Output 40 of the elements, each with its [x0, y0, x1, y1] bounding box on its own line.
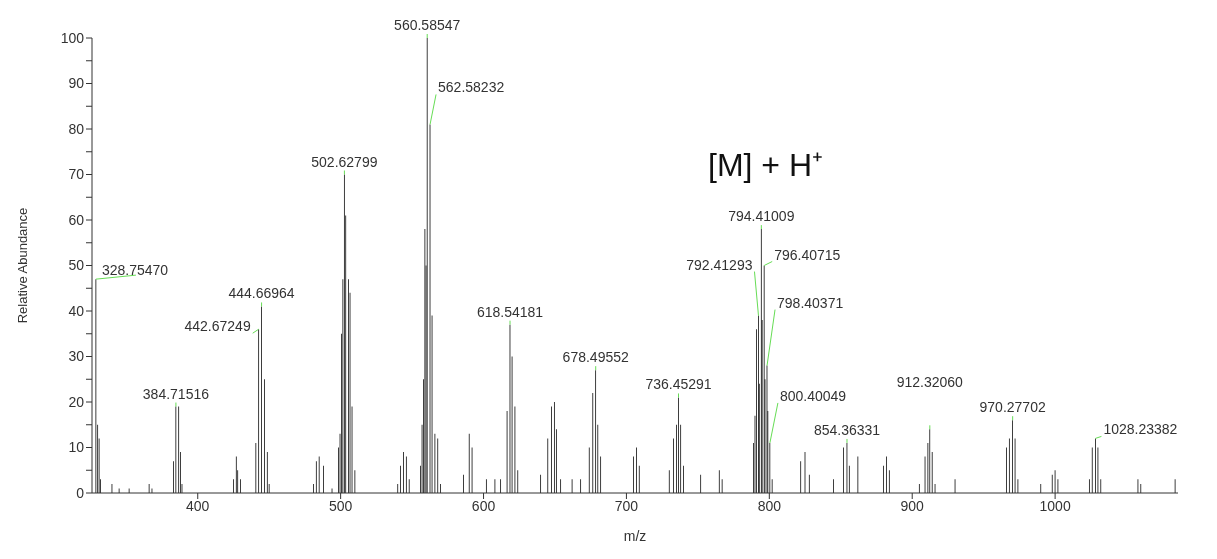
annotation: 792.41293 [686, 256, 753, 273]
y-tick-label: 10 [68, 439, 85, 456]
annotation: 736.45291 [645, 376, 712, 393]
x-tick-label: 400 [186, 497, 210, 514]
y-tick-label: 20 [68, 393, 85, 410]
y-tick-label: 100 [60, 29, 85, 46]
annotation: 562.58232 [438, 79, 505, 96]
y-tick-label: 30 [68, 348, 85, 365]
y-tick-label: 90 [68, 75, 85, 92]
x-axis-title: m/z [623, 528, 647, 544]
x-tick-label: 1000 [1039, 497, 1071, 514]
y-tick-label: 40 [68, 302, 85, 319]
annotation: 442.67249 [184, 318, 251, 335]
y-tick-label: 50 [68, 257, 85, 274]
annotation: 502.62799 [311, 153, 378, 170]
y-tick-label: 60 [68, 211, 85, 228]
annotation: [M] + H⁺ [708, 147, 824, 183]
x-tick-label: 700 [614, 497, 639, 514]
annotation: 798.40371 [777, 294, 844, 311]
annotation: 912.32060 [896, 374, 964, 391]
annotation: 444.66964 [228, 285, 295, 302]
y-tick-label: 80 [68, 120, 85, 137]
annotation: 1028.23382 [1103, 421, 1178, 438]
y-axis-title: Relative Abundance [14, 207, 30, 324]
annotation: 794.41009 [728, 208, 795, 225]
annotation: 796.40715 [774, 246, 841, 263]
x-tick-label: 600 [471, 497, 496, 514]
annotation: 618.54181 [476, 303, 544, 320]
annotation: 678.49552 [562, 349, 629, 366]
y-tick-label: 0 [76, 484, 85, 501]
x-tick-label: 900 [900, 497, 925, 514]
annotation: 560.58547 [394, 17, 461, 33]
y-tick-label: 70 [68, 166, 85, 183]
annotation: 384.71516 [142, 385, 210, 402]
x-tick-label: 800 [757, 497, 782, 514]
annotation: 970.27702 [979, 399, 1046, 416]
annotation: 800.40049 [779, 387, 847, 404]
annotation: 328.75470 [101, 262, 169, 279]
annotation: 854.36331 [813, 421, 881, 438]
x-tick-label: 500 [328, 497, 353, 514]
